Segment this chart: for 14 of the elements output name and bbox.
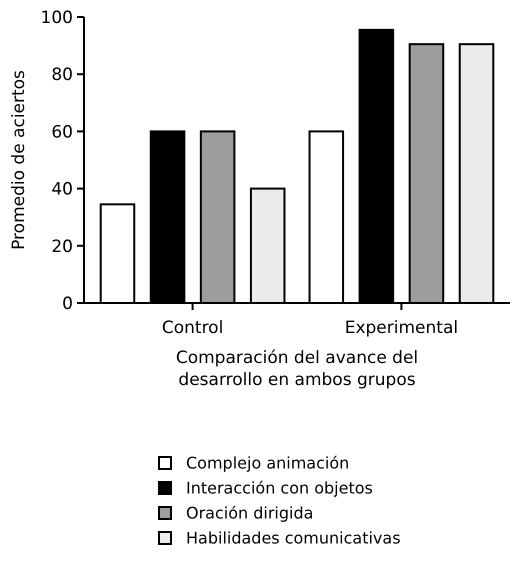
x-tick-label: Experimental	[344, 318, 458, 338]
y-tick-label: 80	[51, 65, 73, 86]
x-tick-label: Control	[162, 318, 224, 338]
legend-label: Oración dirigida	[186, 504, 314, 523]
legend-label: Interacción con objetos	[186, 478, 373, 498]
legend-label: Complejo animación	[186, 454, 350, 473]
y-tick-label: 40	[51, 180, 73, 200]
y-tick-label: 0	[62, 294, 73, 314]
x-axis-title: Comparación del avance del desarrollo en ambos grupos	[176, 348, 418, 390]
legend-label: Habilidades comunicativas	[186, 528, 401, 548]
y-tick-label: 60	[51, 122, 73, 142]
y-axis-title: Promedio de aciertos	[9, 70, 29, 250]
y-tick-label: 100	[40, 8, 73, 28]
y-tick-label: 20	[51, 236, 73, 257]
